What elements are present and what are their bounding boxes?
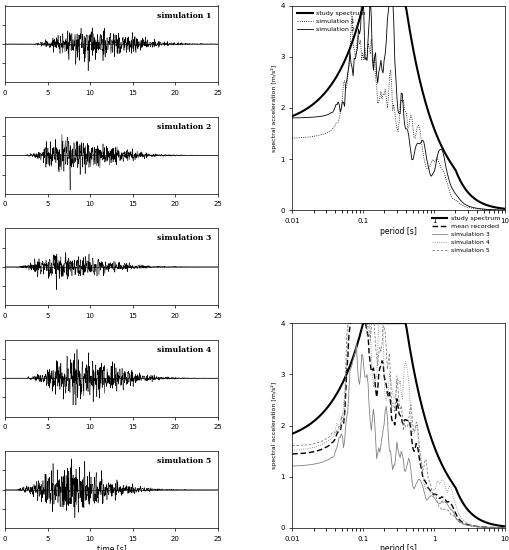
study spectrum <box>301 107 307 113</box>
simulation 2 <box>301 114 307 121</box>
simulation 2 <box>297 114 303 121</box>
simulation 4 <box>289 447 295 454</box>
simulation 5 <box>345 314 351 321</box>
study spectrum <box>297 426 303 433</box>
X-axis label: time [s]: time [s] <box>96 544 126 550</box>
simulation 1 <box>484 206 490 213</box>
mean recorded <box>484 524 490 531</box>
simulation 3 <box>301 462 307 469</box>
study spectrum <box>301 424 307 431</box>
mean recorded <box>345 333 351 340</box>
Line: simulation 4: simulation 4 <box>292 214 504 528</box>
Y-axis label: spectral acceleration [m/s²]: spectral acceleration [m/s²] <box>271 64 277 152</box>
simulation 1 <box>328 126 334 133</box>
simulation 5 <box>297 442 303 449</box>
simulation 1 <box>501 207 507 213</box>
X-axis label: period [s]: period [s] <box>379 544 416 550</box>
Line: simulation 1: simulation 1 <box>292 16 504 210</box>
mean recorded <box>301 450 307 456</box>
Text: simulation 5: simulation 5 <box>157 457 211 465</box>
Legend: study spectrum, simulation 1, simulation 2: study spectrum, simulation 1, simulation… <box>295 9 366 34</box>
simulation 1 <box>345 64 351 70</box>
mean recorded <box>501 525 507 531</box>
simulation 2 <box>501 207 507 213</box>
Y-axis label: spectral acceleration [m/s²]: spectral acceleration [m/s²] <box>271 382 277 469</box>
simulation 1 <box>348 13 354 19</box>
simulation 4 <box>351 211 357 218</box>
simulation 1 <box>297 134 303 141</box>
study spectrum <box>360 2 366 9</box>
simulation 4 <box>328 435 334 442</box>
simulation 5 <box>289 442 295 449</box>
Line: mean recorded: mean recorded <box>292 274 504 528</box>
simulation 3 <box>297 463 303 469</box>
simulation 3 <box>289 463 295 469</box>
study spectrum <box>484 202 490 208</box>
Line: simulation 5: simulation 5 <box>292 223 504 528</box>
simulation 4 <box>484 524 490 530</box>
simulation 1 <box>289 135 295 141</box>
simulation 3 <box>491 524 497 531</box>
simulation 4 <box>297 446 303 453</box>
simulation 3 <box>353 340 359 347</box>
simulation 4 <box>501 525 507 531</box>
simulation 3 <box>501 525 507 531</box>
simulation 5 <box>301 442 307 448</box>
study spectrum <box>491 521 497 528</box>
Text: simulation 3: simulation 3 <box>157 234 211 243</box>
simulation 4 <box>345 298 351 304</box>
Line: simulation 2: simulation 2 <box>292 0 504 210</box>
study spectrum <box>501 523 507 530</box>
simulation 5 <box>501 525 507 531</box>
simulation 1 <box>301 134 307 141</box>
simulation 2 <box>484 206 490 213</box>
simulation 5 <box>357 219 363 226</box>
simulation 3 <box>484 524 490 531</box>
simulation 2 <box>345 63 351 69</box>
simulation 2 <box>289 114 295 121</box>
simulation 2 <box>328 109 334 116</box>
mean recorded <box>491 524 497 531</box>
study spectrum <box>491 204 497 211</box>
study spectrum <box>328 398 334 405</box>
mean recorded <box>289 450 295 457</box>
simulation 4 <box>491 524 497 531</box>
study spectrum <box>328 81 334 87</box>
study spectrum <box>345 365 351 372</box>
study spectrum <box>297 109 303 116</box>
mean recorded <box>352 271 358 278</box>
Text: simulation 2: simulation 2 <box>157 123 211 131</box>
Text: simulation 4: simulation 4 <box>157 346 211 354</box>
mean recorded <box>328 439 334 446</box>
mean recorded <box>297 450 303 457</box>
X-axis label: period [s]: period [s] <box>379 227 416 236</box>
simulation 5 <box>484 524 490 531</box>
study spectrum <box>484 520 490 526</box>
Line: simulation 3: simulation 3 <box>292 344 504 528</box>
simulation 3 <box>345 388 351 394</box>
Line: study spectrum: study spectrum <box>292 6 504 209</box>
simulation 1 <box>491 207 497 213</box>
simulation 4 <box>301 446 307 452</box>
study spectrum <box>345 48 351 54</box>
Text: simulation 1: simulation 1 <box>157 12 211 20</box>
simulation 5 <box>328 430 334 437</box>
study spectrum <box>501 206 507 212</box>
study spectrum <box>289 113 295 119</box>
study spectrum <box>289 431 295 437</box>
Line: study spectrum: study spectrum <box>292 323 504 526</box>
simulation 2 <box>491 207 497 213</box>
study spectrum <box>360 320 366 326</box>
simulation 5 <box>491 524 497 531</box>
simulation 3 <box>328 454 334 460</box>
Legend: study spectrum, mean recorded, simulation 3, simulation 4, simulation 5: study spectrum, mean recorded, simulatio… <box>429 213 501 255</box>
